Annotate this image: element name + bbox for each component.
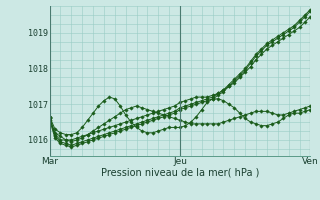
X-axis label: Pression niveau de la mer( hPa ): Pression niveau de la mer( hPa ) <box>101 168 259 178</box>
